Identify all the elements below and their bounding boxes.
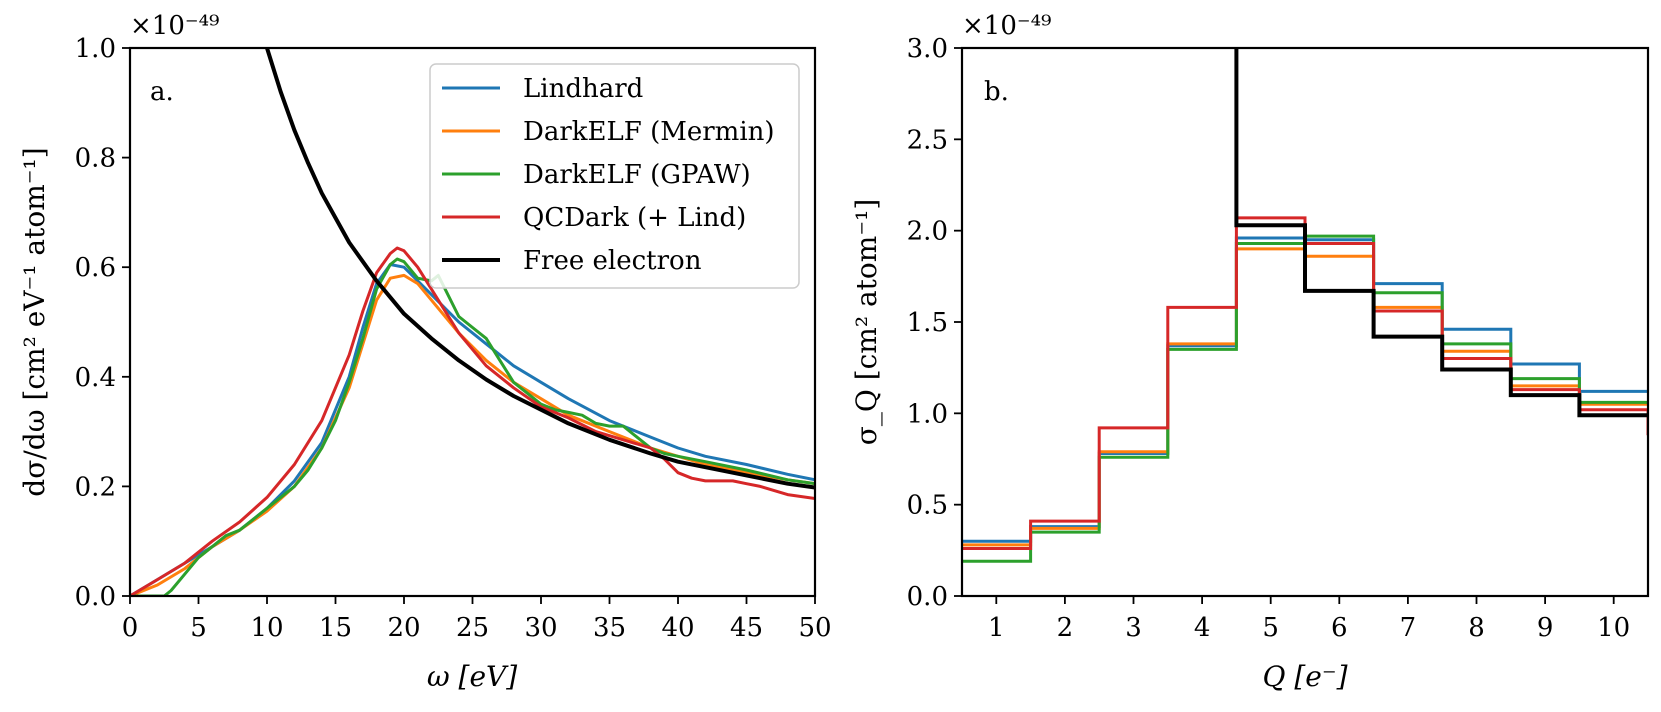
legend: Lindhard DarkELF (Mermin) DarkELF (GPAW) QC… bbox=[429, 63, 800, 289]
panel-a-ylabel: dσ/dω [cm² eV⁻¹ atom⁻¹] bbox=[18, 147, 51, 496]
panel-b-ytick-label: 3.0 bbox=[907, 34, 948, 64]
panel-b-xtick-label: 3 bbox=[1125, 613, 1142, 643]
panel-b-xtick-label: 5 bbox=[1262, 613, 1279, 643]
panel-a-xtick-label: 10 bbox=[250, 613, 283, 643]
panel-a-xlabel: ω [eV] bbox=[427, 660, 517, 693]
legend-entry-lindhard: Lindhard bbox=[523, 74, 643, 104]
panel-a-ytick-label: 1.0 bbox=[75, 34, 116, 64]
panel-b-xtick-label: 1 bbox=[988, 613, 1005, 643]
panel-b-ytick-label: 0.0 bbox=[907, 582, 948, 612]
panel-b-offset-text: ×10⁻⁴⁹ bbox=[962, 11, 1051, 41]
panel-a-xtick-label: 20 bbox=[387, 613, 420, 643]
panel-b-xlabel: Q [e⁻] bbox=[1262, 660, 1347, 693]
panel-a-ytick-label: 0.4 bbox=[75, 363, 116, 393]
series-step-free-electron bbox=[1234, 48, 1648, 418]
panel-a-xtick-label: 30 bbox=[524, 613, 557, 643]
panel-a-xtick-label: 0 bbox=[122, 613, 139, 643]
panel-b-ytick-label: 1.5 bbox=[907, 308, 948, 338]
panel-b-ytick-label: 0.5 bbox=[907, 491, 948, 521]
legend-entry-darkelf-gpaw: DarkELF (GPAW) bbox=[523, 160, 751, 190]
legend-entry-darkelf-mermin: DarkELF (Mermin) bbox=[523, 117, 775, 147]
panel-a-offset-text: ×10⁻⁴⁹ bbox=[130, 11, 219, 41]
panel-a-xtick-label: 15 bbox=[319, 613, 352, 643]
legend-entry-free-electron: Free electron bbox=[523, 246, 702, 276]
panel-a-xtick-label: 40 bbox=[661, 613, 694, 643]
panel-b-label: b. bbox=[984, 77, 1009, 107]
panel-b-xtick-label: 6 bbox=[1331, 613, 1348, 643]
series-line-free-electron bbox=[265, 48, 815, 490]
panel-a-ytick-label: 0.6 bbox=[75, 253, 116, 283]
panel-b-ylabel: σ_Q [cm² atom⁻¹] bbox=[850, 199, 883, 446]
series-line-darkelf-gpaw bbox=[130, 257, 815, 596]
panel-b-xtick-label: 10 bbox=[1597, 613, 1630, 643]
panel-b-ytick-label: 2.0 bbox=[907, 217, 948, 247]
panel-b-xtick-label: 7 bbox=[1400, 613, 1417, 643]
panel-a-xtick-label: 50 bbox=[798, 613, 831, 643]
panel-a-xtick-label: 25 bbox=[456, 613, 489, 643]
legend-entry-qcdark-lind: QCDark (+ Lind) bbox=[523, 203, 746, 233]
series-line-darkelf-mermin bbox=[130, 273, 815, 596]
panel-a-ytick-label: 0.0 bbox=[75, 582, 116, 612]
panel-b-frame bbox=[960, 46, 1650, 598]
panel-b: 1 2 3 4 5 6 7 8 9 10 0.0 0.5 1.0 1.5 2.0 2.5 3.0 ×10⁻⁴⁹… bbox=[850, 11, 1650, 693]
panel-a-ytick-label: 0.8 bbox=[75, 144, 116, 174]
panel-b-ytick-label: 2.5 bbox=[907, 125, 948, 155]
panel-a-label: a. bbox=[150, 77, 174, 107]
panel-a-xtick-label: 45 bbox=[730, 613, 763, 643]
panel-b-xtick-label: 4 bbox=[1194, 613, 1211, 643]
panel-a: 0 5 10 15 20 25 30 35 40 45 50 0.00.20.40.60.81.0 … bbox=[18, 11, 832, 693]
panel-a-xtick-label: 5 bbox=[190, 613, 207, 643]
panel-a-xtick-label: 35 bbox=[593, 613, 626, 643]
series-line-lindhard bbox=[130, 263, 815, 596]
panel-a-ytick-label: 0.2 bbox=[75, 472, 116, 502]
panel-b-ytick-label: 1.0 bbox=[907, 399, 948, 429]
panel-b-xtick-label: 9 bbox=[1537, 613, 1554, 643]
series-line-qcdark-lind bbox=[130, 246, 815, 596]
legend-box bbox=[429, 63, 800, 289]
panel-b-xtick-label: 2 bbox=[1057, 613, 1074, 643]
panel-b-xtick-label: 8 bbox=[1468, 613, 1485, 643]
